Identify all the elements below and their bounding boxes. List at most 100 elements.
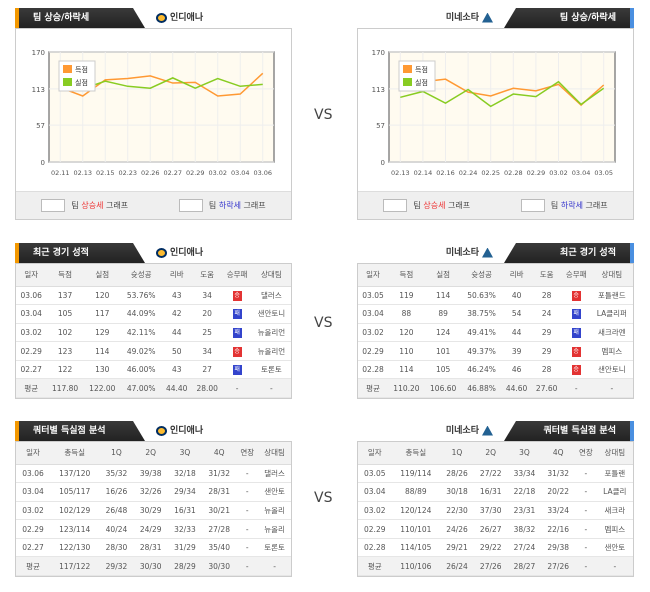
x-tick-label: 02.29 [527, 169, 546, 177]
column-header: 도움 [531, 264, 562, 287]
cell: 39 [501, 341, 532, 361]
cell: 28/27 [507, 556, 542, 577]
win-badge: 승 [571, 346, 581, 357]
win-badge: 승 [232, 346, 242, 357]
team-name: 미네소타 [446, 243, 496, 263]
cell: 28.00 [191, 378, 223, 399]
section-tab: 최근 경기 성적 [504, 243, 634, 263]
cell: 120 [83, 286, 121, 306]
result-cell: 승 [561, 360, 591, 380]
column-header: 일자 [358, 264, 389, 287]
cell: 22/16 [541, 519, 576, 539]
x-tick-label: 02.14 [414, 169, 433, 177]
column-header: 상대팀 [596, 442, 633, 465]
up-graph-button[interactable]: 팀 상승세 그래프 [383, 199, 470, 212]
cell: - [236, 482, 259, 502]
cell: 46.24% [461, 360, 502, 380]
y-tick-label: 113 [372, 86, 385, 94]
cell: 102 [46, 323, 84, 343]
legend-swatch [403, 65, 412, 73]
down-graph-button[interactable]: 팀 하락세 그래프 [520, 199, 608, 212]
column-header: 연장 [575, 442, 597, 465]
cell: 54 [501, 304, 532, 324]
cell: 02.28 [358, 538, 392, 558]
down-graph-button[interactable]: 팀 하락세 그래프 [178, 199, 266, 212]
cell: 31/32 [202, 464, 237, 484]
cell: 33/34 [507, 464, 542, 484]
x-tick-label: 03.02 [549, 169, 568, 177]
y-tick-label: 0 [41, 159, 45, 167]
cell: 46 [501, 360, 532, 380]
column-header: 승무패 [222, 264, 252, 287]
cell: 02.29 [16, 341, 47, 361]
cell: 50 [161, 341, 192, 361]
cell: 16/31 [473, 482, 508, 502]
cell: 26/24 [440, 556, 474, 577]
pacers-logo-icon [156, 12, 167, 23]
vs-label: VS [314, 107, 333, 123]
section-tab: 팀 상승/하락세 [15, 8, 145, 28]
cell: 24 [531, 304, 562, 324]
cell: 29/38 [541, 538, 576, 558]
cell: 30/30 [202, 556, 237, 577]
cell: 03.06 [16, 286, 47, 306]
cell: 31/29 [167, 538, 203, 558]
cell: 30/21 [202, 501, 237, 521]
cell: 110.20 [388, 378, 425, 399]
result-cell: 승 [222, 341, 252, 361]
cell: 27/24 [507, 538, 542, 558]
cell: 37/30 [473, 501, 508, 521]
cell: - [236, 519, 259, 539]
x-tick-label: 03.06 [253, 169, 272, 177]
cell: 47.00% [120, 378, 162, 399]
cell: 27/28 [202, 519, 237, 539]
cell: 123/114 [50, 519, 100, 539]
cell: 35/40 [202, 538, 237, 558]
cell: 새크라멘 [590, 323, 633, 343]
cell: 25 [191, 323, 223, 343]
cell: - [575, 482, 597, 502]
cell: 32/33 [167, 519, 203, 539]
table-row: 02.29 110/101 24/26 26/27 38/32 22/16- 멤피스 [358, 519, 633, 539]
column-header: 승무패 [561, 264, 591, 287]
quarter-table-box: 일자 총득실 1Q 2Q 3Q 4Q 연장 상대팀 03.06 137/120 35/32 39/38… [15, 441, 292, 578]
cell: - [561, 378, 591, 399]
y-tick-label: 57 [376, 122, 385, 130]
result-cell: 승 [222, 286, 252, 306]
cell: 30/30 [133, 556, 168, 577]
wolves-logo-icon [482, 12, 493, 23]
cell: 샌안토 [596, 538, 633, 558]
x-tick-label: 03.02 [208, 169, 227, 177]
cell: 28 [531, 360, 562, 380]
column-header: 득점 [46, 264, 84, 287]
cell: 포틀랜드 [590, 286, 633, 306]
cell: 34 [191, 341, 223, 361]
cell: 03.05 [358, 286, 389, 306]
loss-badge: 패 [232, 327, 242, 338]
column-header: 일자 [16, 442, 51, 465]
cell: 119/114 [391, 464, 441, 484]
cell: 포틀랜 [596, 464, 633, 484]
cell: 50.63% [461, 286, 502, 306]
vs-label: VS [314, 315, 333, 331]
cell: LA클리퍼 [590, 304, 633, 324]
cell: 120/124 [391, 501, 441, 521]
cell: 03.04 [16, 482, 51, 502]
up-graph-button[interactable]: 팀 상승세 그래프 [41, 199, 128, 212]
pacers-logo-icon [156, 247, 167, 258]
x-tick-label: 02.27 [163, 169, 182, 177]
table-row: 03.05 119 114 50.63% 40 28 승 포틀랜드 [358, 286, 633, 306]
y-tick-label: 170 [372, 49, 385, 57]
cell: 43 [161, 360, 192, 380]
cell: 43 [161, 286, 192, 306]
cell: - [575, 519, 597, 539]
header-row: 일자 총득실 1Q 2Q 3Q 4Q 연장 상대팀 [16, 442, 291, 465]
cell: 31/32 [541, 464, 576, 484]
x-tick-label: 02.26 [141, 169, 160, 177]
x-tick-label: 02.13 [73, 169, 92, 177]
x-tick-label: 03.04 [231, 169, 250, 177]
header-row: 일자 총득실 1Q 2Q 3Q 4Q 연장 상대팀 [358, 442, 633, 465]
win-badge: 승 [571, 365, 581, 376]
recent-table: 일자 득점 실점 슛성공 리바 도움 승무패 상대팀 03.05 119 114 50.63% 40 28… [358, 264, 633, 399]
cell: - [575, 501, 597, 521]
